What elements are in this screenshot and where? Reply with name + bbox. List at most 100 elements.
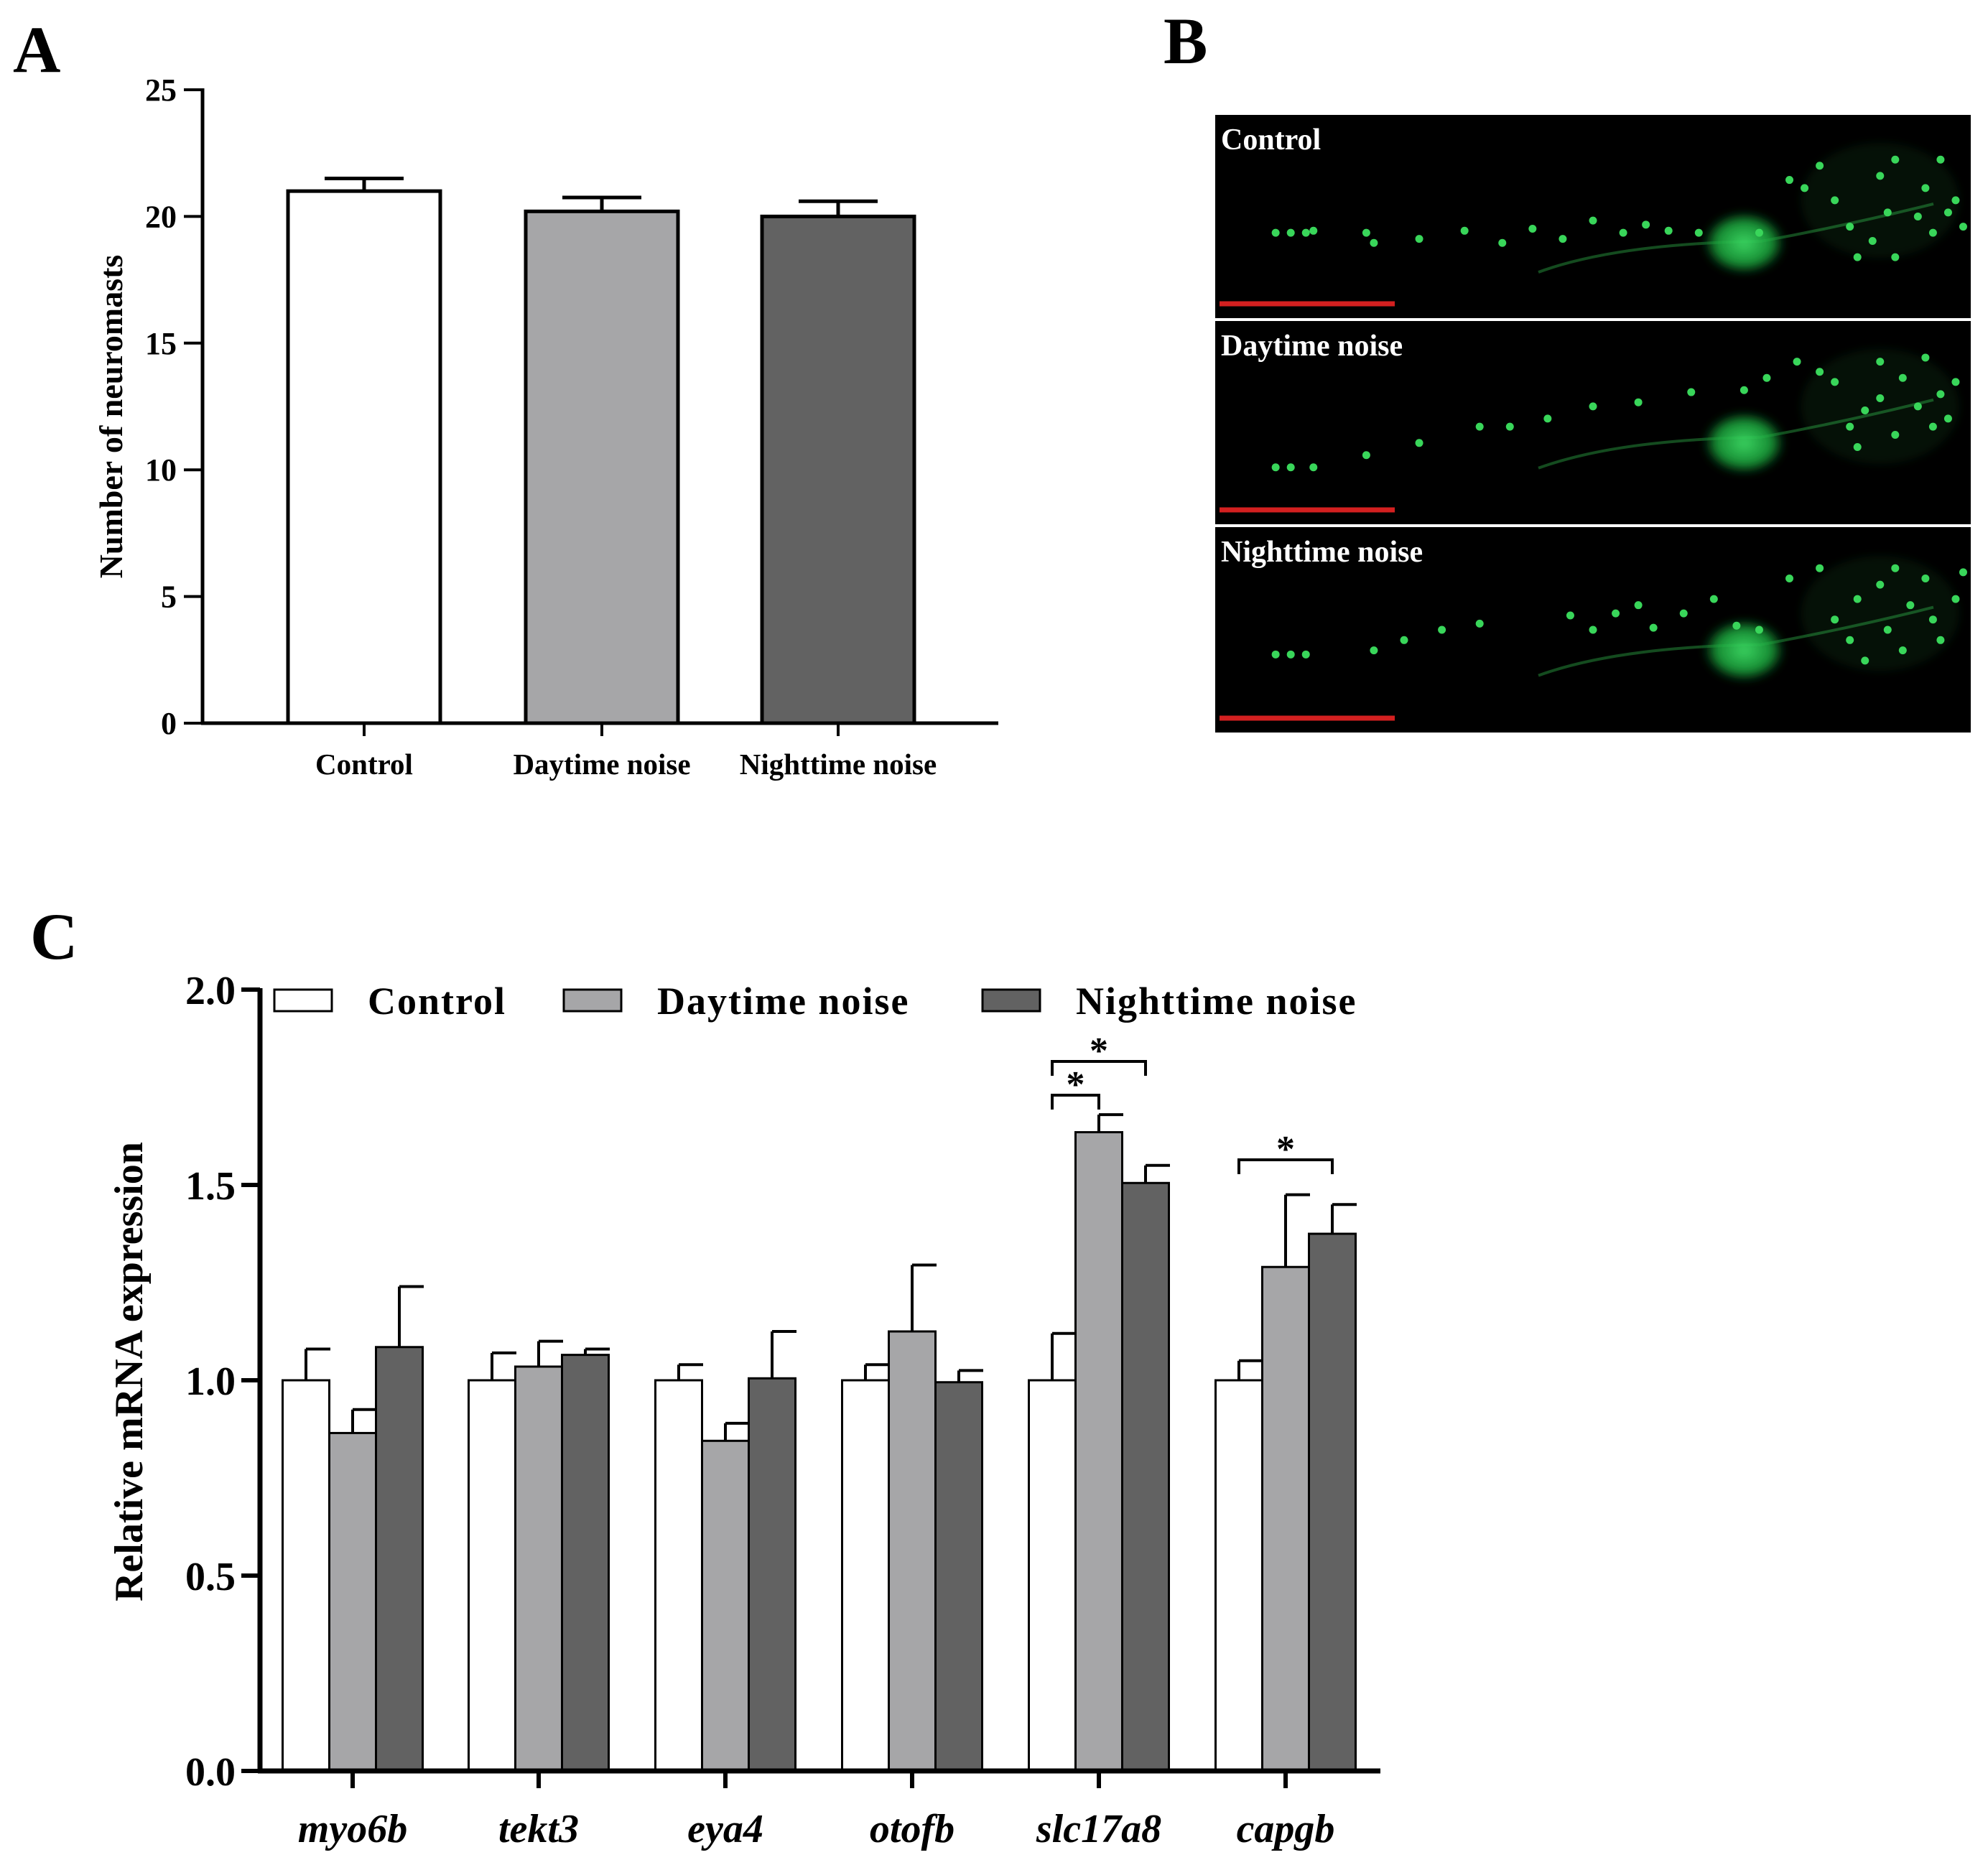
neuromast-dot (1951, 595, 1960, 603)
chart-c-legend: Control Daytime noise Nighttime noise (273, 980, 1357, 1023)
chart-c-ylabel: Relative mRNA expression (107, 1142, 152, 1601)
fish-head-glow (1801, 348, 1959, 464)
neuromast-dot (1801, 184, 1809, 192)
neuromast-dot (1543, 414, 1552, 423)
neuromast-dot (1959, 568, 1967, 577)
chart-c-bar (934, 1381, 983, 1772)
legend-label: Control (368, 980, 506, 1023)
neuromast-dot (1612, 609, 1620, 618)
chart-a: Control Daytime noise Nighttime noise 0 5 10 1… (93, 73, 998, 781)
neuromast-dot (1883, 626, 1892, 634)
neuromast-dot (1301, 228, 1310, 237)
significance-label: * (1090, 1031, 1108, 1071)
chart-c-category-label: slc17a8 (1036, 1807, 1161, 1851)
panel-letter-c: C (30, 900, 78, 973)
neuromast-dot (1475, 422, 1484, 431)
neuromast-dot (1921, 353, 1930, 362)
neuromast-dot (1816, 368, 1824, 376)
neuromast-dot (1559, 235, 1567, 243)
chart-c-ytick-label: 1.0 (185, 1359, 236, 1404)
significance-label: * (1276, 1129, 1295, 1170)
neuromast-dot (1861, 656, 1869, 665)
chart-a-bar (760, 214, 916, 725)
legend-swatch (562, 988, 623, 1013)
chart-c-category-label: eya4 (687, 1807, 763, 1851)
neuromast-dot (1959, 223, 1967, 231)
chart-c-bar (654, 1379, 703, 1772)
neuromast-dot (1370, 238, 1378, 247)
neuromast-dot (1891, 155, 1900, 164)
chart-c-ytick-label: 0.0 (185, 1750, 236, 1795)
chart-c-bar (1121, 1181, 1170, 1772)
neuromast-dot (1762, 373, 1771, 382)
fish-yolk-glow (1702, 211, 1786, 275)
chart-c-category-label: tekt3 (498, 1807, 579, 1851)
chart-c-category-label: myo6b (298, 1807, 407, 1851)
neuromast-dot (1694, 228, 1703, 237)
neuromast-dot (1846, 422, 1854, 431)
legend-label: Nighttime noise (1076, 980, 1357, 1023)
micrograph-image: Nighttime noise (1215, 527, 1971, 733)
neuromast-dot (1943, 414, 1952, 423)
chart-a-ytick-label: 5 (161, 580, 177, 615)
neuromast-dot (1362, 451, 1370, 460)
neuromast-dot (1853, 595, 1862, 603)
neuromast-dot (1309, 463, 1318, 472)
legend-swatch (981, 988, 1041, 1013)
legend-swatch (273, 988, 333, 1013)
fish-yolk-glow (1702, 618, 1786, 682)
neuromast-dot (1951, 378, 1960, 386)
chart-c: 0.0 0.5 1.0 1.5 2.0 myo6b tekt3 eya4 otofb slc17a… (107, 969, 1380, 1851)
neuromast-dot (1816, 564, 1824, 572)
neuromast-dot (1913, 402, 1922, 411)
neuromast-dot (1755, 626, 1763, 634)
neuromast-dot (1883, 208, 1892, 217)
micrograph-label: Nighttime noise (1221, 536, 1423, 569)
neuromast-dot (1891, 430, 1900, 439)
neuromast-dot (1687, 388, 1696, 396)
neuromast-dot (1400, 636, 1408, 644)
chart-c-bar (1308, 1232, 1357, 1772)
neuromast-dot (1913, 213, 1922, 220)
neuromast-dot (1664, 226, 1673, 235)
chart-a-ytick-label: 20 (145, 199, 177, 234)
chart-c-bar (328, 1431, 377, 1772)
panel-letter-b: B (1163, 4, 1207, 78)
neuromast-dot (1679, 609, 1688, 618)
neuromast-dot (1528, 224, 1537, 233)
micrograph-label: Daytime noise (1221, 330, 1403, 363)
chart-c-bar (375, 1346, 424, 1772)
chart-c-category-label: otofb (870, 1807, 954, 1851)
chart-c-bar (514, 1365, 563, 1772)
neuromast-dot (1928, 615, 1937, 624)
neuromast-dot (1951, 196, 1960, 205)
neuromast-dot (1286, 650, 1295, 659)
chart-a-category-label: Control (315, 748, 413, 781)
neuromast-dot (1876, 580, 1885, 589)
neuromast-dot (1460, 226, 1469, 235)
neuromast-dot (1816, 162, 1824, 170)
neuromast-dot (1853, 442, 1862, 451)
neuromast-dot (1415, 439, 1423, 447)
neuromast-dot (1755, 228, 1763, 237)
chart-a-ytick-label: 0 (161, 706, 177, 741)
neuromast-dot (1876, 172, 1885, 180)
neuromast-dot (1634, 398, 1643, 406)
chart-a-ylabel: Number of neuromasts (93, 255, 129, 579)
chart-c-bar (1074, 1131, 1123, 1772)
micrograph-panel: Control Daytime noise Nighttime noise (1215, 115, 1971, 733)
neuromast-dot (1921, 575, 1930, 582)
neuromast-dot (1846, 636, 1854, 644)
neuromast-dot (1785, 575, 1794, 582)
significance-label: * (1067, 1064, 1085, 1105)
neuromast-dot (1785, 176, 1794, 185)
neuromast-dot (1732, 621, 1741, 630)
neuromast-dot (1589, 626, 1597, 634)
chart-a-ytick-label: 10 (145, 452, 177, 488)
legend-label: Daytime noise (657, 980, 909, 1023)
chart-a-bar (524, 209, 680, 725)
neuromast-dot (1936, 155, 1945, 164)
neuromast-dot (1831, 196, 1839, 205)
neuromast-dot (1286, 463, 1295, 472)
